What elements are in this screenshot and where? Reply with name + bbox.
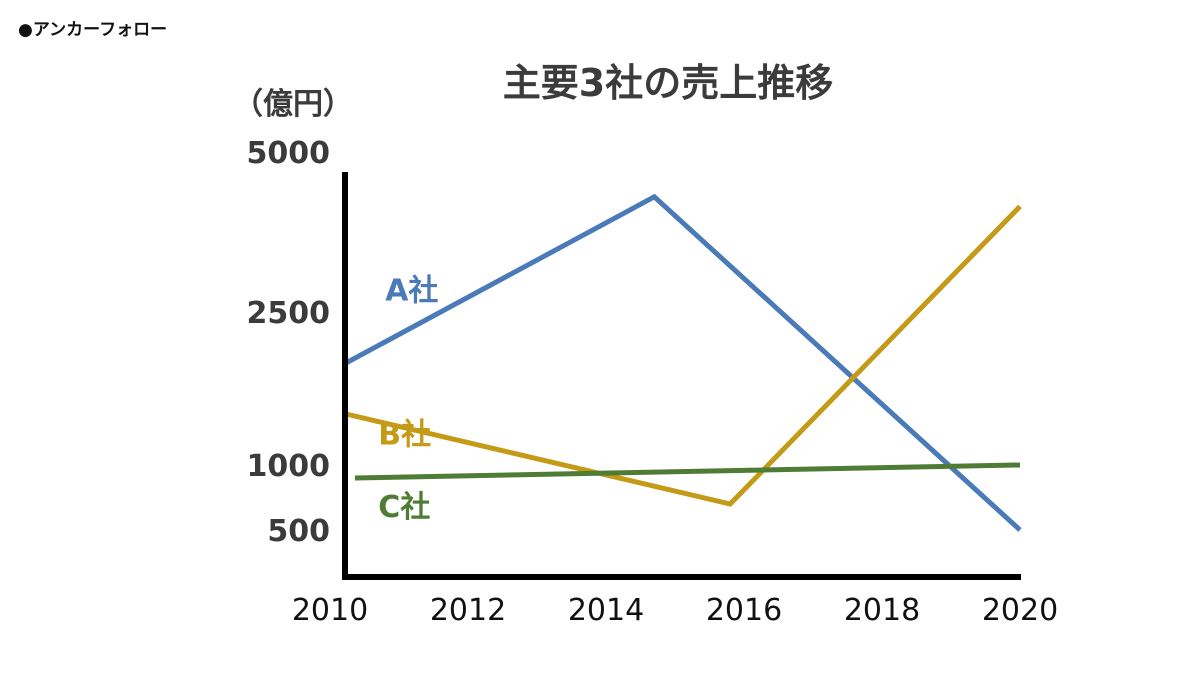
series-layer <box>344 193 1022 532</box>
series-label: B社 <box>378 418 431 453</box>
y-tick-label: 5000 <box>247 136 331 171</box>
x-tick-labels: 2010 2012 2014 2016 2018 2020 <box>292 593 1058 628</box>
y-tick-labels: 500 1000 2500 5000 <box>247 136 331 549</box>
series-line <box>345 204 1022 507</box>
x-tick-label: 2010 <box>292 593 368 628</box>
series-labels: A社 B社 C社 <box>378 273 438 525</box>
chart-title: 主要3社の売上推移 <box>503 61 833 105</box>
y-tick-label: 2500 <box>247 296 331 331</box>
x-tick-label: 2016 <box>706 593 782 628</box>
series-line <box>344 193 1022 532</box>
series-label: C社 <box>378 490 430 525</box>
brand-label: ●アンカーフォロー <box>18 20 167 40</box>
x-tick-label: 2014 <box>568 593 644 628</box>
x-tick-label: 2012 <box>430 593 506 628</box>
x-tick-label: 2018 <box>844 593 920 628</box>
y-tick-label: 500 <box>267 514 330 549</box>
y-axis-unit-label: （億円） <box>233 87 353 122</box>
series-line <box>354 462 1021 481</box>
y-tick-label: 1000 <box>247 449 331 484</box>
x-tick-label: 2020 <box>982 593 1058 628</box>
series-label: A社 <box>385 273 438 308</box>
